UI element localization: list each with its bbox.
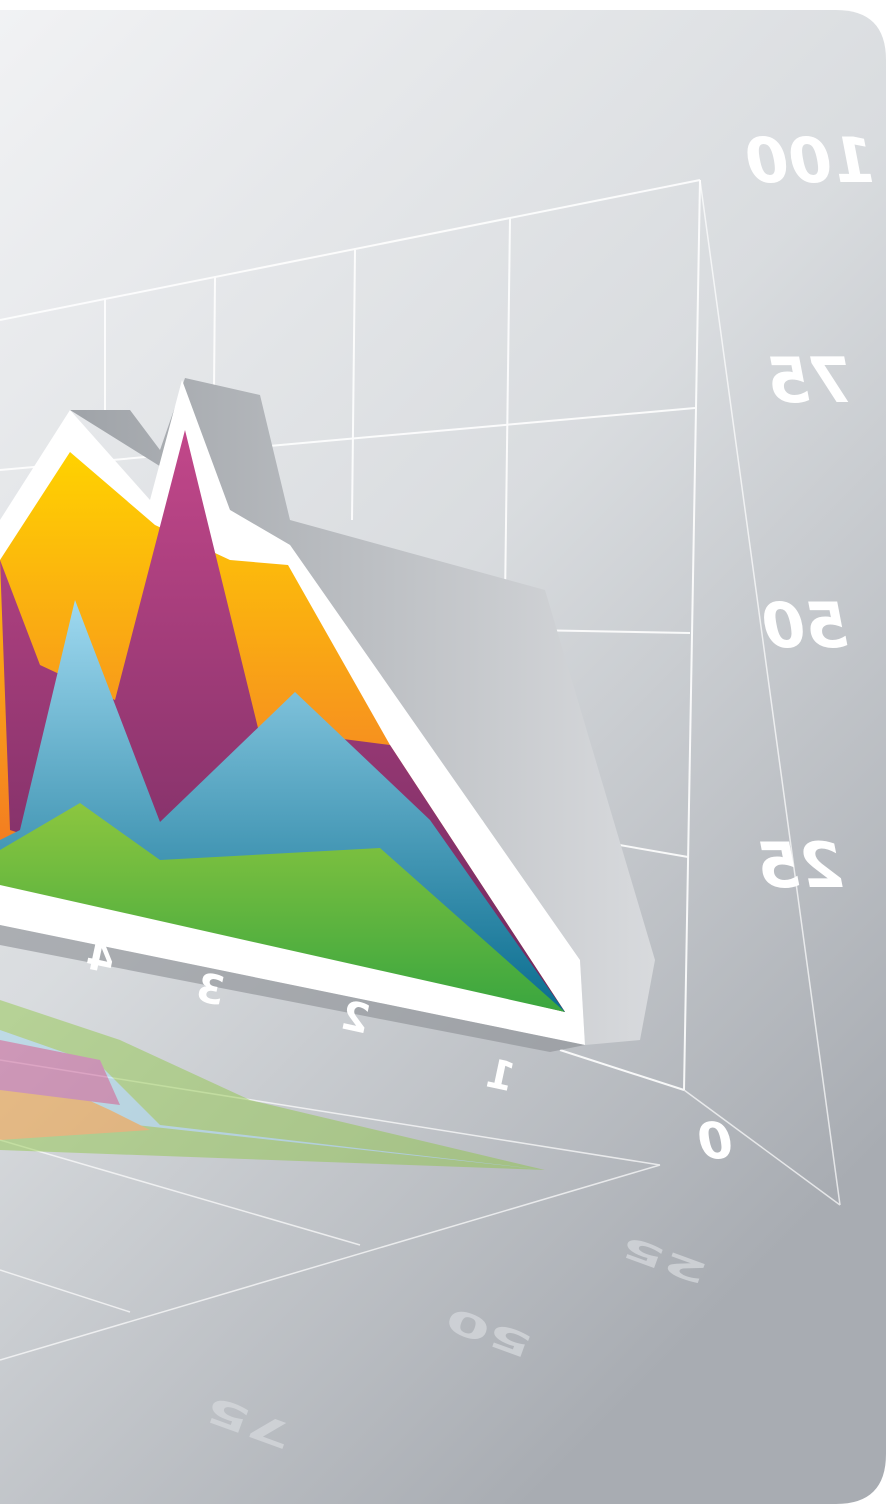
wall-label: 75 bbox=[767, 344, 853, 417]
floor-reflection bbox=[0, 1000, 545, 1170]
wall-label: 100 bbox=[745, 124, 874, 197]
extrusion-side bbox=[70, 378, 655, 1045]
wall-label: 50 bbox=[762, 589, 848, 662]
wall-label: 25 bbox=[757, 829, 843, 902]
wall-label: 0 bbox=[698, 1113, 733, 1171]
floor-grid bbox=[0, 179, 841, 1361]
base-edge bbox=[0, 925, 585, 1052]
green-area bbox=[0, 803, 565, 1012]
